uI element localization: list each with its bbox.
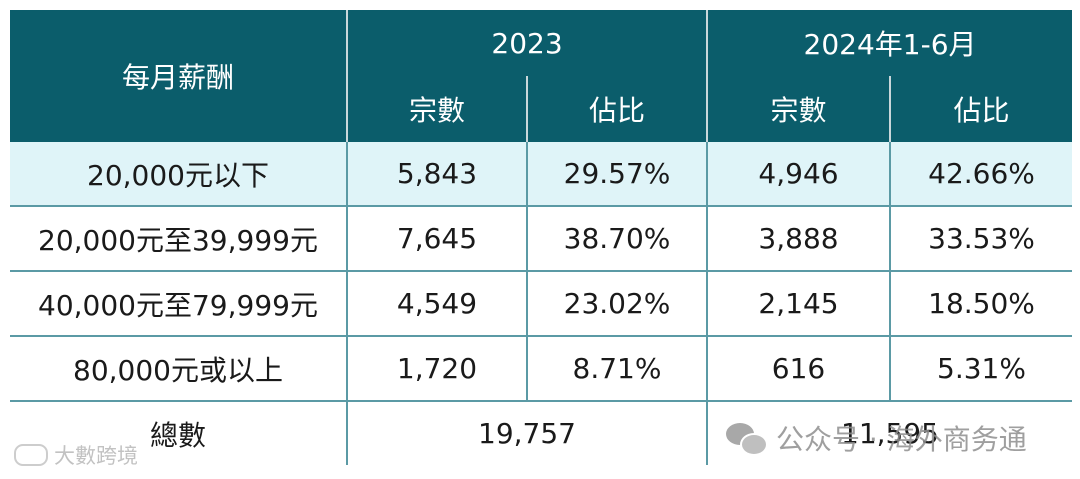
total-label: 總數 [10, 401, 348, 465]
cell-cases-2024: 4,946 [707, 142, 892, 207]
row-label: 40,000元至79,999元 [10, 271, 348, 337]
total-2024: 11,595 [841, 417, 939, 450]
cell-share-2023: 8.71% [527, 336, 709, 402]
cell-cases-2023: 7,645 [347, 206, 528, 272]
total-2023: 19,757 [347, 401, 709, 465]
cell-share-2023: 23.02% [527, 271, 709, 337]
cell-cases-2023: 1,720 [347, 336, 528, 402]
row-label: 80,000元或以上 [10, 336, 348, 402]
table-row: 20,000元以下 5,843 29.57% 4,946 42.66% [10, 142, 1073, 207]
cell-share-2023: 29.57% [527, 142, 709, 207]
header-period-2023: 2023 [347, 10, 709, 76]
cell-cases-2024: 616 [707, 336, 892, 402]
total-row: 總數 19,757 11,595 [10, 401, 1072, 465]
table-row: 40,000元至79,999元 4,549 23.02% 2,145 18.50… [10, 271, 1073, 337]
cell-share-2024: 42.66% [890, 142, 1073, 207]
row-label: 20,000元至39,999元 [10, 206, 348, 272]
cell-share-2023: 38.70% [527, 206, 709, 272]
salary-table: 每月薪酬 2023 2024年1-6月 宗數 佔比 宗數 佔比 20,000元以… [10, 10, 1073, 465]
cell-cases-2023: 4,549 [347, 271, 528, 337]
watermark-left-text: 大數跨境 [54, 444, 138, 468]
header-monthly-salary: 每月薪酬 [10, 10, 348, 142]
watermark-right: 公众号 · 海外商务通 [726, 418, 1027, 458]
row-label: 20,000元以下 [10, 142, 348, 207]
wechat-icon [726, 421, 768, 456]
cell-share-2024: 33.53% [890, 206, 1073, 272]
cell-cases-2024: 2,145 [707, 271, 892, 337]
header-period-2024: 2024年1-6月 [707, 10, 1073, 76]
link-icon [14, 444, 48, 466]
cell-share-2024: 5.31% [890, 336, 1073, 402]
header-share-2023: 佔比 [527, 76, 709, 142]
cell-cases-2023: 5,843 [347, 142, 528, 207]
cell-share-2024: 18.50% [890, 271, 1073, 337]
table-row: 80,000元或以上 1,720 8.71% 616 5.31% [10, 336, 1073, 402]
watermark-left: 大數跨境 [14, 440, 138, 470]
header-cases-2024: 宗數 [707, 76, 892, 142]
header-share-2024: 佔比 [890, 76, 1073, 142]
cell-cases-2024: 3,888 [707, 206, 892, 272]
table-row: 20,000元至39,999元 7,645 38.70% 3,888 33.53… [10, 206, 1073, 272]
watermark-right-text: 公众号 · 海外商务通 [776, 423, 1027, 456]
header-cases-2023: 宗數 [347, 76, 528, 142]
